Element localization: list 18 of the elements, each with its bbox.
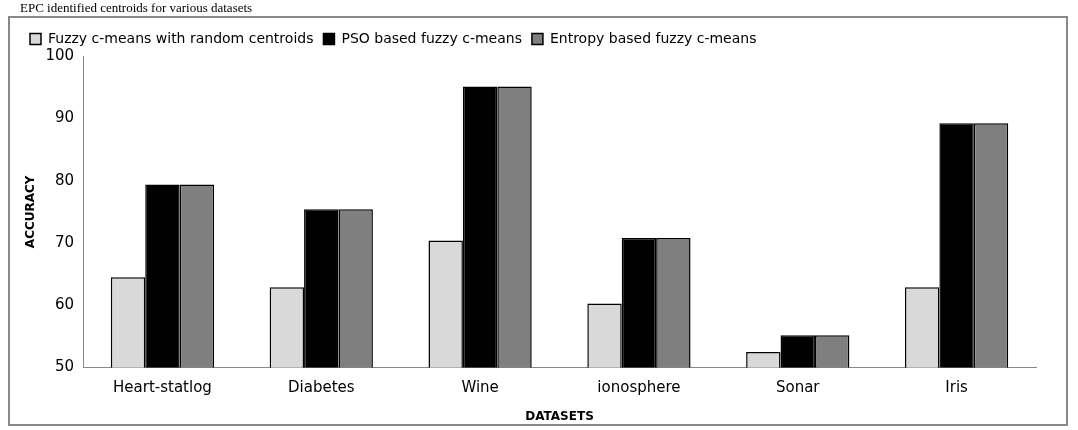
legend-label: Entropy based fuzzy c-means — [549, 29, 757, 46]
x-tick-label: Iris — [945, 378, 969, 397]
y-tick-label: 70 — [54, 232, 75, 251]
x-tick-label: Diabetes — [287, 378, 355, 397]
x-tick-label: ionosphere — [597, 378, 681, 397]
x-tick-label: Wine — [461, 378, 499, 397]
y-tick-label: 90 — [54, 108, 75, 127]
x-tick-label: Heart-statlog — [113, 378, 212, 397]
legend-label: PSO based fuzzy c-means — [341, 29, 522, 46]
y-tick-label: 100 — [45, 45, 75, 64]
y-tick-label: 60 — [54, 295, 75, 314]
y-tick-label: 80 — [54, 170, 75, 189]
x-tick-label: Sonar — [775, 378, 821, 397]
text: EPC identified centroids for various datasets — [20, 0, 253, 16]
legend-label: Fuzzy c-means with random centroids — [48, 29, 314, 46]
x-axis-title: DATASETS — [525, 408, 594, 423]
y-tick-label: 50 — [54, 357, 75, 376]
y-axis-title: ACCURACY — [23, 175, 38, 249]
